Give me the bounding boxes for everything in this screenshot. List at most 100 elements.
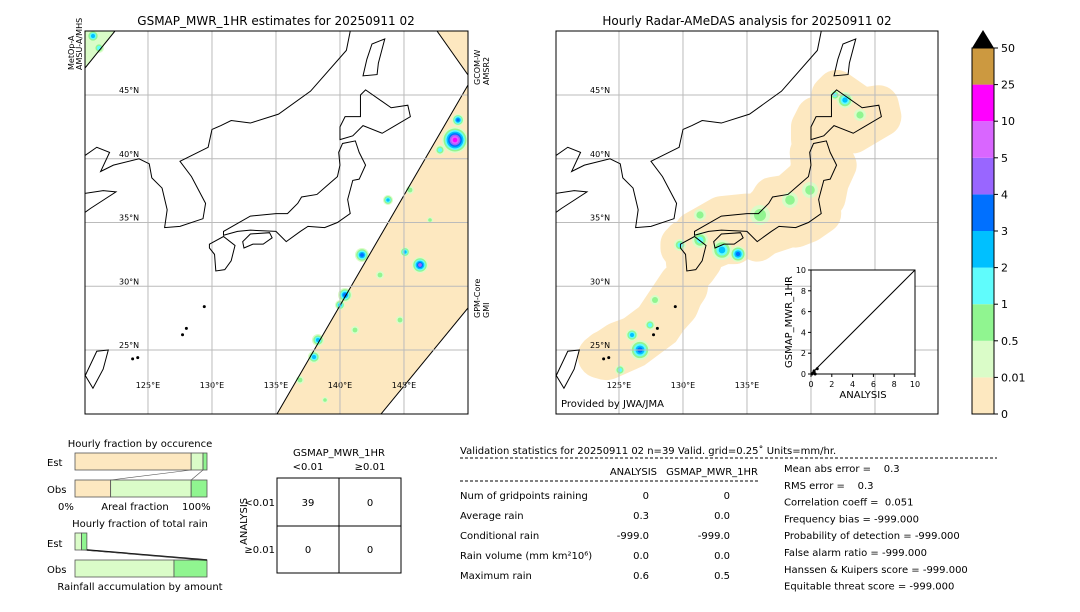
lat-label: 45°N [590, 86, 610, 95]
score-line: Probability of detection = -999.000 [784, 531, 960, 542]
rain-cell [428, 218, 432, 222]
x-tick-label: 0 [808, 380, 813, 389]
y-axis-label: GSMAP_MWR_1HR [784, 276, 795, 368]
coastline-taiwan [556, 349, 580, 390]
rain-cell [785, 195, 795, 205]
island [136, 356, 140, 360]
stat-analysis-value: 0.0 [633, 551, 649, 562]
fraction-bar [74, 559, 175, 578]
stats-col-header: GSMAP_MWR_1HR [666, 467, 758, 478]
rain-cell [754, 209, 766, 221]
coastline-honshu [222, 140, 367, 243]
contingency-table: GSMAP_MWR_1HR <0.01 ≥0.01 ANALYSIS <0.01… [239, 448, 402, 574]
connector [81, 549, 208, 561]
lat-label: 30°N [590, 277, 610, 286]
cell: 39 [302, 498, 315, 509]
swath-edge [436, 31, 468, 76]
stat-label: Average rain [460, 511, 524, 522]
stats-title: Validation statistics for 20250911 02 n=… [460, 445, 836, 457]
contingency-col-title: GSMAP_MWR_1HR [293, 448, 385, 459]
score-line: Correlation coeff = 0.051 [784, 498, 914, 509]
x-tick-label: 10 [910, 380, 920, 389]
rain-cell [718, 246, 726, 254]
lat-label: 35°N [119, 214, 139, 223]
coastline-hokkaido [810, 89, 882, 141]
rain-cell [297, 377, 303, 383]
colorbar-label: 25 [1001, 79, 1015, 92]
rain-cell [842, 97, 848, 103]
lat-label: 25°N [590, 341, 610, 350]
occurrence-chart: Hourly fraction by occurence Est Obs 0% … [47, 439, 212, 513]
col-header: <0.01 [293, 462, 324, 473]
connector [110, 469, 192, 481]
stat-gsmap-value: -999.0 [698, 531, 730, 542]
row-header: ≥0.01 [244, 545, 275, 556]
total-rain-title: Hourly fraction of total rain [72, 519, 208, 530]
rain-cell [397, 317, 403, 323]
score-line: Frequency bias = -999.000 [784, 514, 919, 525]
colorbar-segment [972, 121, 994, 158]
scatter-point [813, 372, 817, 376]
score-line: False alarm ratio = -999.000 [784, 548, 927, 559]
scatter-inset: 0 2 4 6 8 10 0 2 4 6 8 10 ANALYSIS GSMAP_MWR_1HR [784, 266, 920, 401]
right-map-frame [555, 30, 939, 415]
x-axis-label: ANALYSIS [839, 390, 886, 401]
rain-cell [437, 147, 443, 153]
sensor-label: AMSR2 [482, 57, 491, 85]
coastline-shikoku [713, 232, 744, 249]
coastline-mainland [556, 31, 822, 229]
rain-cell [386, 198, 390, 202]
fraction-bar [190, 452, 204, 471]
swath-edge [380, 307, 468, 414]
island [655, 326, 659, 330]
colorbar-segment [972, 48, 994, 85]
scatter-point [815, 367, 819, 371]
lat-label: 35°N [590, 214, 610, 223]
score-line: RMS error = 0.3 [784, 481, 874, 492]
credit-label: Provided by JWA/JMA [561, 399, 664, 410]
x-tick-label: 2 [829, 380, 834, 389]
stat-label: Conditional rain [460, 531, 539, 542]
cell: 0 [367, 545, 373, 556]
colorbar-label: 1 [1001, 298, 1008, 311]
y-tick-label: 6 [801, 308, 806, 317]
y-tick-label: 10 [796, 266, 806, 275]
x-tick-label: 8 [892, 380, 897, 389]
lat-label: 40°N [119, 150, 139, 159]
right-map-title: Hourly Radar-AMeDAS analysis for 2025091… [602, 14, 891, 28]
x-label-mid: Areal fraction [101, 502, 168, 513]
x-label-right: 100% [182, 502, 211, 513]
scatter-point [812, 369, 816, 373]
rain-cell [91, 34, 95, 38]
stat-label: Rain volume (mm km²10⁶) [460, 551, 592, 562]
rain-cell [352, 327, 358, 333]
stat-gsmap-value: 0.0 [714, 551, 730, 562]
rain-cell [377, 272, 383, 278]
rain-cell [456, 118, 460, 122]
colorbar-label: 0.01 [1001, 371, 1026, 384]
colorbar-label: 0 [1001, 408, 1008, 421]
island [602, 357, 606, 361]
cell: 0 [367, 498, 373, 509]
colorbar-label: 50 [1001, 42, 1015, 55]
y-tick-label: 8 [801, 287, 806, 296]
coastline-honshu [693, 140, 838, 243]
score-line: Hanssen & Kuipers score = -999.000 [784, 565, 968, 576]
island [184, 326, 188, 330]
coastline-hokkaido [339, 89, 411, 141]
rain-cell [647, 322, 653, 328]
coastline-shikoku [242, 232, 273, 249]
coastline-mainland [85, 31, 351, 229]
obs-label: Obs [47, 485, 66, 496]
y-tick-label: 0 [801, 370, 806, 379]
colorbar-label: 4 [1001, 188, 1008, 201]
lat-label: 25°N [119, 341, 139, 350]
island [673, 305, 677, 309]
sensor-label: GPM-Core [473, 279, 482, 318]
x-tick-label: 6 [871, 380, 876, 389]
fraction-bar [74, 532, 82, 551]
island [607, 356, 611, 360]
stat-gsmap-value: 0.5 [714, 571, 730, 582]
